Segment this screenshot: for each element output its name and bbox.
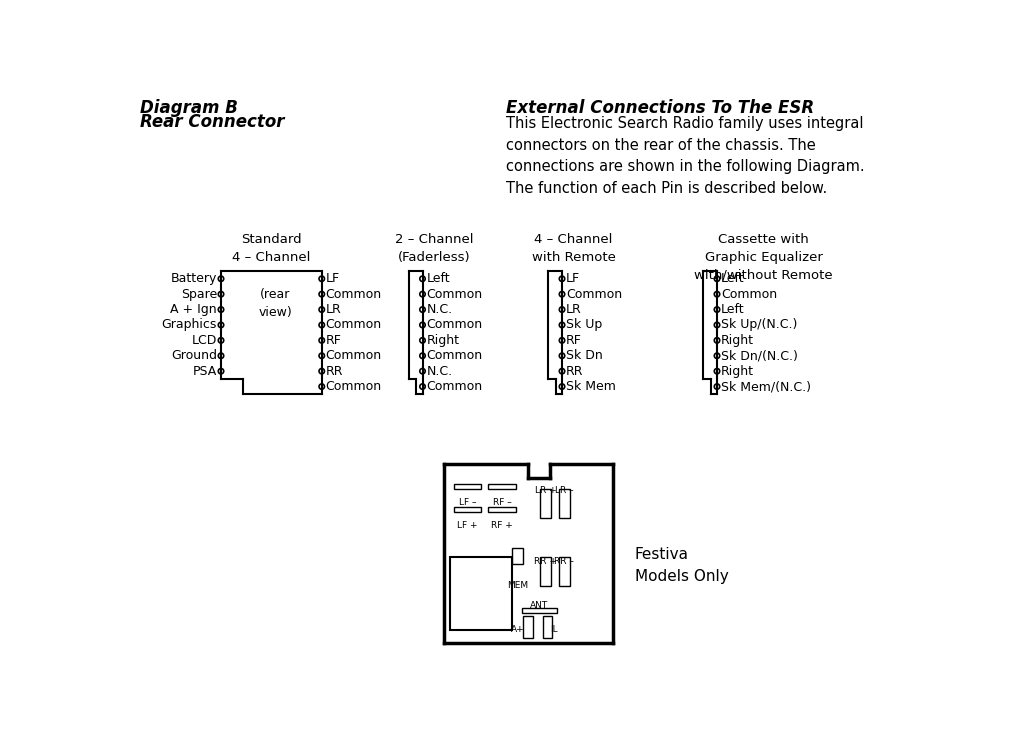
Bar	[454, 507, 481, 512]
Text: Common: Common	[326, 349, 382, 362]
Bar	[488, 484, 516, 489]
Bar	[522, 608, 557, 613]
Text: Graphics: Graphics	[162, 318, 217, 331]
Text: LF: LF	[566, 273, 580, 285]
Text: RR: RR	[326, 365, 343, 378]
Text: 2 – Channel
(Faderless): 2 – Channel (Faderless)	[395, 233, 473, 264]
Text: N.C.: N.C.	[426, 365, 453, 378]
Text: RF –: RF –	[493, 498, 512, 507]
Text: Sk Dn/(N.C.): Sk Dn/(N.C.)	[721, 349, 798, 362]
Text: Sk Mem: Sk Mem	[566, 380, 615, 393]
Bar	[454, 484, 481, 489]
Text: A+: A+	[511, 625, 524, 634]
Text: Rear Connector: Rear Connector	[139, 113, 284, 131]
Text: LCD: LCD	[191, 334, 217, 347]
Text: RF +: RF +	[492, 521, 513, 530]
Text: PSA: PSA	[193, 365, 217, 378]
Text: RR –: RR –	[554, 556, 574, 566]
Text: Common: Common	[326, 380, 382, 393]
Text: LR: LR	[566, 303, 582, 316]
Text: Battery: Battery	[171, 273, 217, 285]
Text: LR +: LR +	[535, 486, 556, 495]
Bar	[541, 489, 551, 518]
Bar	[488, 507, 516, 512]
Text: Diagram B: Diagram B	[139, 99, 238, 117]
Text: Common: Common	[426, 318, 482, 331]
Text: Left: Left	[426, 273, 450, 285]
Text: Common: Common	[426, 380, 482, 393]
Text: LF –: LF –	[459, 498, 476, 507]
Bar	[541, 556, 551, 586]
Text: RF: RF	[566, 334, 582, 347]
Text: Sk Mem/(N.C.): Sk Mem/(N.C.)	[721, 380, 811, 393]
Text: RF: RF	[326, 334, 341, 347]
Text: MEM: MEM	[507, 581, 528, 590]
Text: This Electronic Search Radio family uses integral
connectors on the rear of the : This Electronic Search Radio family uses…	[506, 116, 865, 196]
Text: N.C.: N.C.	[426, 303, 453, 316]
Text: Common: Common	[426, 349, 482, 362]
Text: Ground: Ground	[171, 349, 217, 362]
Text: Sk Dn: Sk Dn	[566, 349, 603, 362]
Text: Sk Up/(N.C.): Sk Up/(N.C.)	[721, 318, 798, 331]
Bar	[559, 556, 569, 586]
Text: LF: LF	[326, 273, 340, 285]
Text: RR: RR	[566, 365, 584, 378]
Text: A + Ign: A + Ign	[171, 303, 217, 316]
Text: Common: Common	[326, 318, 382, 331]
Text: Spare: Spare	[181, 288, 217, 300]
Text: LF +: LF +	[457, 521, 478, 530]
Text: ANT: ANT	[530, 602, 549, 611]
Bar	[543, 616, 552, 638]
Text: Right: Right	[426, 334, 460, 347]
Text: LR –: LR –	[555, 486, 573, 495]
Bar	[523, 616, 532, 638]
Bar	[512, 547, 523, 565]
Text: 4 – Channel
with Remote: 4 – Channel with Remote	[531, 233, 615, 264]
Text: (rear
view): (rear view)	[258, 288, 292, 319]
Text: Right: Right	[721, 334, 754, 347]
Text: LR: LR	[326, 303, 341, 316]
Text: External Connections To The ESR: External Connections To The ESR	[506, 99, 814, 117]
Text: Left: Left	[721, 303, 744, 316]
Text: Right: Right	[721, 365, 754, 378]
Bar	[559, 489, 569, 518]
Text: Common: Common	[326, 288, 382, 300]
Text: Standard
4 – Channel: Standard 4 – Channel	[232, 233, 310, 264]
Text: Common: Common	[566, 288, 622, 300]
Text: Sk Up: Sk Up	[566, 318, 602, 331]
Text: Cassette with
Graphic Equalizer
with/without Remote: Cassette with Graphic Equalizer with/wit…	[694, 233, 833, 282]
Text: Common: Common	[426, 288, 482, 300]
Text: IL: IL	[550, 625, 558, 634]
Text: RR +: RR +	[535, 556, 557, 566]
Text: Festiva
Models Only: Festiva Models Only	[635, 547, 729, 584]
Text: Left: Left	[721, 273, 744, 285]
Text: Common: Common	[721, 288, 777, 300]
Bar	[451, 556, 512, 630]
